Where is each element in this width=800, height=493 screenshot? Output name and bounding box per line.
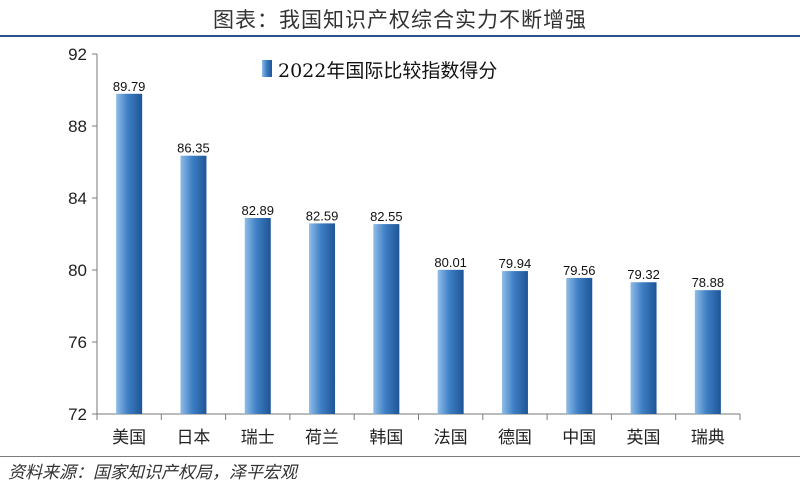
x-tick-label: 荷兰 — [305, 428, 339, 448]
x-tick-label: 瑞典 — [691, 428, 725, 448]
x-tick-label: 法国 — [434, 428, 468, 448]
bar-4 — [309, 223, 336, 414]
y-tick-label: 80 — [68, 261, 87, 280]
bar-9 — [630, 282, 657, 414]
bar-7 — [501, 271, 528, 414]
data-label: 79.32 — [627, 267, 660, 282]
y-tick-label: 76 — [68, 333, 87, 352]
x-tick-label: 中国 — [562, 428, 596, 448]
data-label: 82.89 — [241, 203, 274, 218]
x-tick-label: 日本 — [176, 428, 210, 448]
y-tick-label: 84 — [68, 189, 87, 208]
bar-1 — [116, 93, 143, 414]
footer-divider — [0, 456, 800, 457]
data-label: 79.94 — [499, 256, 532, 271]
x-tick-label: 美国 — [112, 428, 146, 448]
legend-swatch — [262, 60, 272, 77]
chart-title: 图表：我国知识产权综合实力不断增强 — [213, 8, 587, 32]
bar-6 — [437, 269, 464, 414]
data-label: 82.59 — [306, 208, 339, 223]
y-tick-label: 72 — [68, 405, 87, 424]
bar-3 — [244, 217, 271, 414]
x-tick-label: 韩国 — [369, 428, 403, 448]
bar-8 — [566, 277, 593, 414]
x-tick-label: 英国 — [627, 428, 661, 448]
data-label: 78.88 — [692, 275, 725, 290]
data-label: 86.35 — [177, 141, 210, 156]
data-label: 79.56 — [563, 263, 596, 278]
legend: 2022年国际比较指数得分 — [262, 60, 497, 82]
x-tick-label: 瑞士 — [241, 428, 275, 448]
y-tick-label: 88 — [68, 117, 87, 136]
data-label: 89.79 — [113, 79, 146, 94]
title-divider — [0, 35, 800, 37]
y-tick-label: 92 — [68, 45, 87, 64]
legend-label: 2022年国际比较指数得分 — [278, 60, 497, 82]
source-note: 资料来源：国家知识产权局，泽平宏观 — [8, 463, 297, 483]
x-tick-label: 德国 — [498, 428, 532, 448]
bar-5 — [373, 224, 400, 414]
data-label: 80.01 — [434, 255, 467, 270]
bar-10 — [694, 290, 721, 414]
bar-2 — [180, 155, 207, 414]
data-label: 82.55 — [370, 209, 403, 224]
